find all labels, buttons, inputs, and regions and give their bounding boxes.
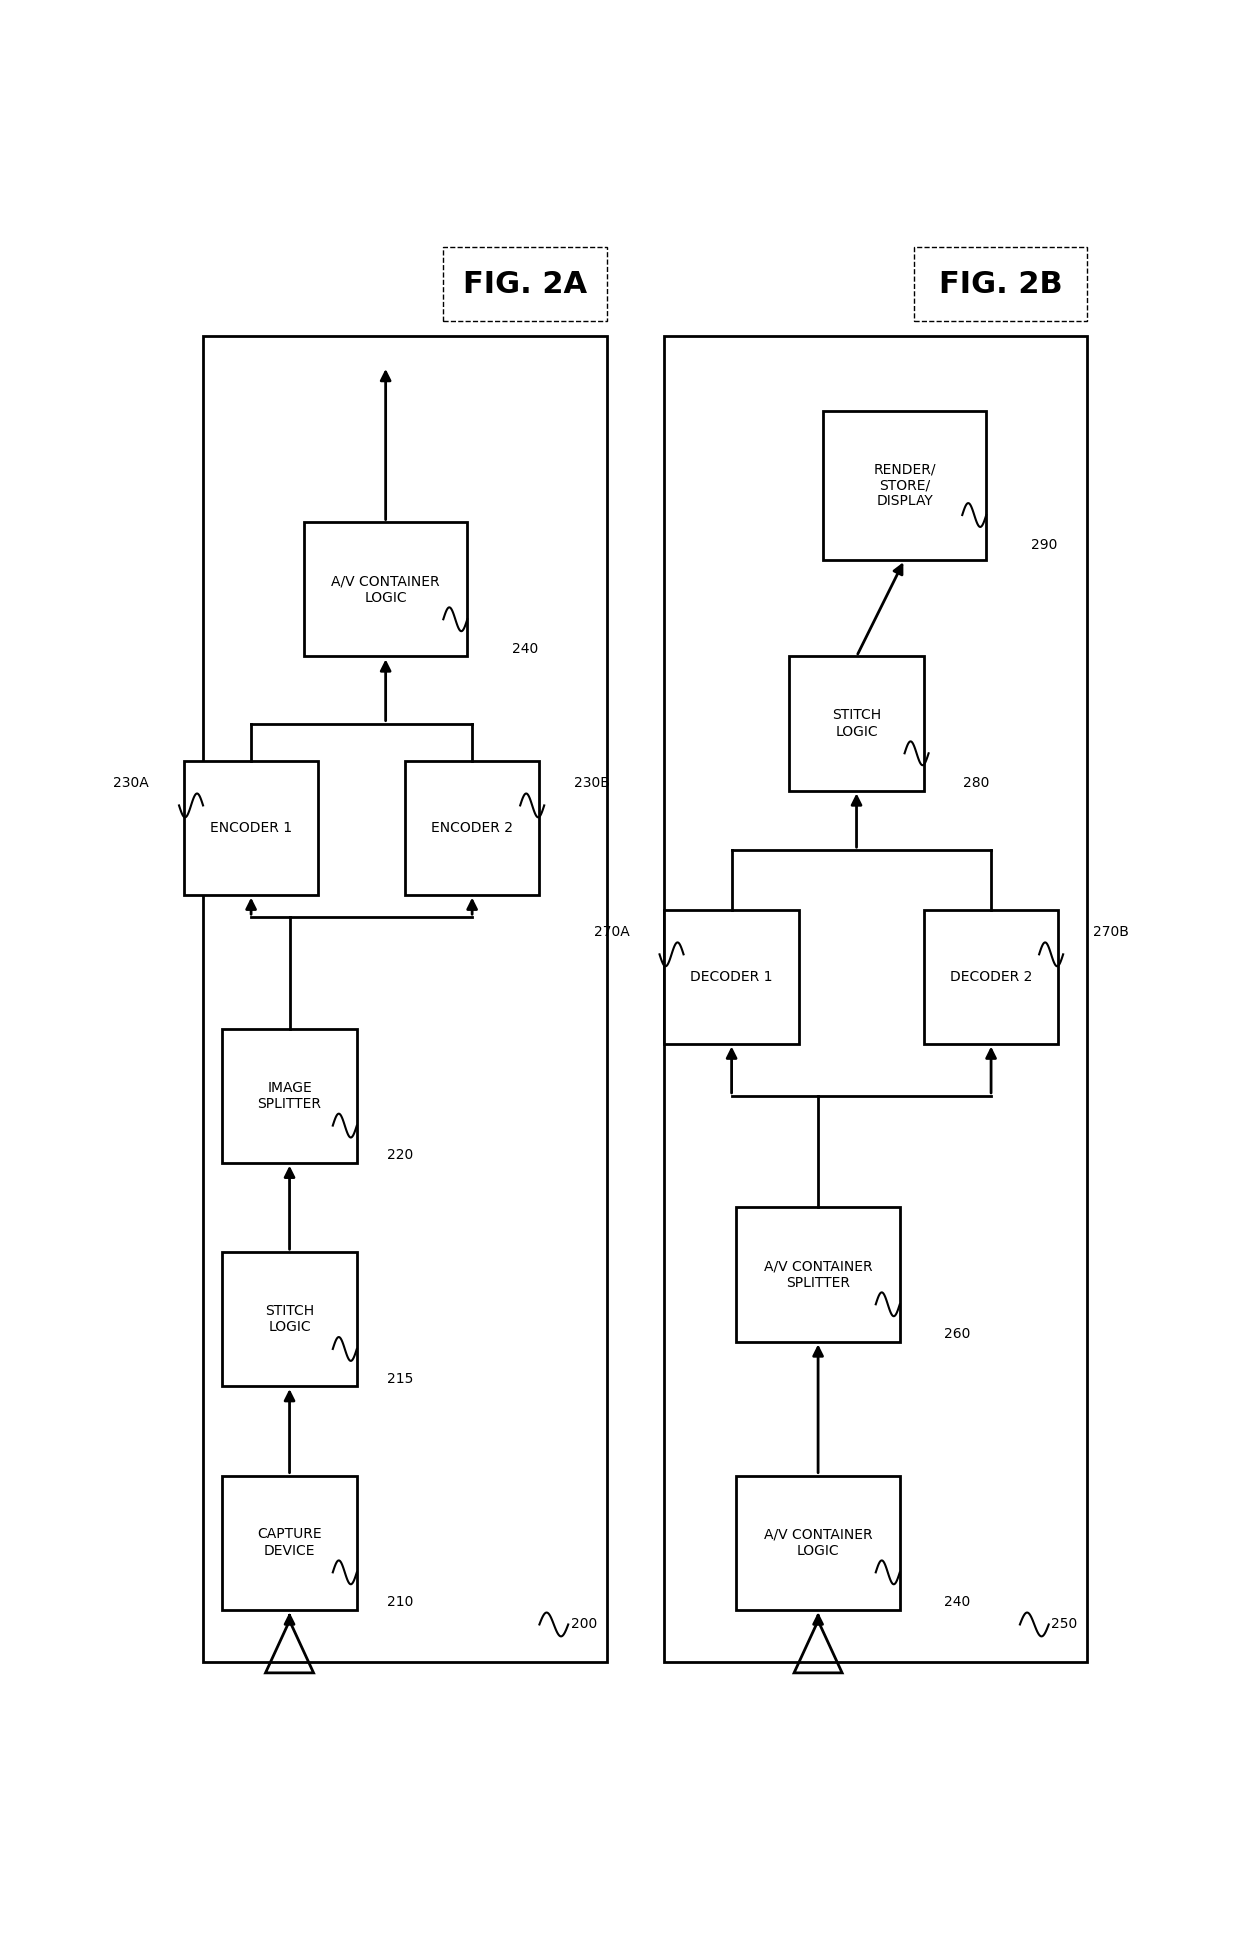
Text: 290: 290 xyxy=(1030,538,1058,551)
Text: 270B: 270B xyxy=(1094,924,1130,940)
Text: RENDER/
STORE/
DISPLAY: RENDER/ STORE/ DISPLAY xyxy=(873,462,936,509)
FancyBboxPatch shape xyxy=(404,760,539,895)
FancyBboxPatch shape xyxy=(222,1476,357,1609)
FancyBboxPatch shape xyxy=(665,909,799,1044)
Text: 270A: 270A xyxy=(594,924,630,940)
FancyBboxPatch shape xyxy=(304,522,467,656)
FancyBboxPatch shape xyxy=(737,1476,900,1609)
Text: FIG. 2B: FIG. 2B xyxy=(939,269,1063,298)
FancyBboxPatch shape xyxy=(737,1207,900,1342)
Text: ENCODER 2: ENCODER 2 xyxy=(432,820,513,835)
Text: 240: 240 xyxy=(945,1596,971,1609)
FancyBboxPatch shape xyxy=(924,909,1059,1044)
Text: 220: 220 xyxy=(387,1149,413,1162)
Text: FIG. 2A: FIG. 2A xyxy=(463,269,587,298)
FancyBboxPatch shape xyxy=(222,1029,357,1162)
Text: STITCH
LOGIC: STITCH LOGIC xyxy=(265,1304,314,1334)
Text: 230A: 230A xyxy=(113,776,149,791)
Text: 200: 200 xyxy=(570,1617,596,1632)
Text: 250: 250 xyxy=(1052,1617,1078,1632)
Text: 215: 215 xyxy=(387,1371,413,1387)
Text: A/V CONTAINER
LOGIC: A/V CONTAINER LOGIC xyxy=(331,574,440,605)
Text: IMAGE
SPLITTER: IMAGE SPLITTER xyxy=(258,1081,321,1110)
Text: 240: 240 xyxy=(512,642,538,656)
Text: 280: 280 xyxy=(963,776,990,791)
Text: A/V CONTAINER
SPLITTER: A/V CONTAINER SPLITTER xyxy=(764,1259,873,1290)
Text: ENCODER 1: ENCODER 1 xyxy=(210,820,293,835)
Text: 210: 210 xyxy=(387,1596,413,1609)
Text: DECODER 1: DECODER 1 xyxy=(691,969,773,984)
Text: DECODER 2: DECODER 2 xyxy=(950,969,1032,984)
Text: STITCH
LOGIC: STITCH LOGIC xyxy=(832,708,882,739)
FancyBboxPatch shape xyxy=(789,656,924,791)
Text: 230B: 230B xyxy=(574,776,610,791)
Text: 260: 260 xyxy=(944,1327,971,1340)
Text: A/V CONTAINER
LOGIC: A/V CONTAINER LOGIC xyxy=(764,1528,873,1557)
FancyBboxPatch shape xyxy=(823,410,986,559)
FancyBboxPatch shape xyxy=(222,1251,357,1387)
Text: CAPTURE
DEVICE: CAPTURE DEVICE xyxy=(257,1528,322,1557)
FancyBboxPatch shape xyxy=(184,760,319,895)
